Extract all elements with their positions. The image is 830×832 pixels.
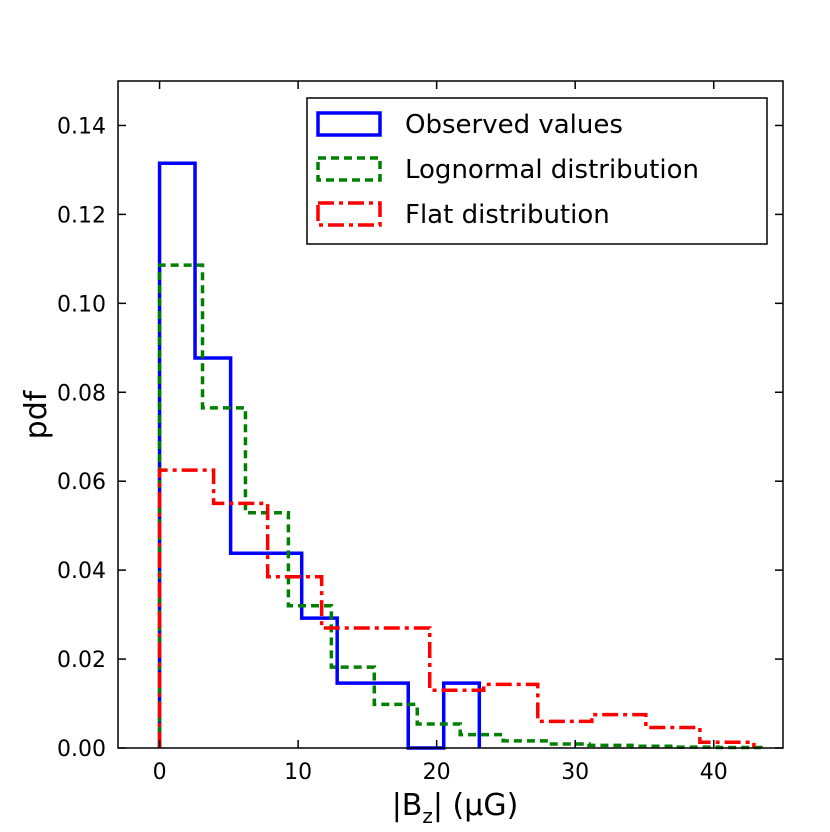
histogram-bin <box>503 741 546 748</box>
plot-frame <box>117 80 784 749</box>
histogram-bin <box>592 715 646 748</box>
legend-swatch <box>316 201 382 227</box>
histogram-bin <box>266 553 302 748</box>
series-outline <box>157 468 756 748</box>
legend-label: Flat distribution <box>405 200 610 230</box>
y-tick-label: 0.00 <box>57 737 106 762</box>
histogram-bin <box>430 690 484 748</box>
histogram-bin <box>195 358 231 748</box>
x-tick-label: 10 <box>284 760 312 785</box>
y-tick-label: 0.14 <box>57 114 106 139</box>
x-axis-label-suffix: | (μG) <box>433 788 518 823</box>
x-tick-label: 0 <box>153 760 167 785</box>
y-tick-label: 0.06 <box>57 470 106 495</box>
y-tick-label: 0.02 <box>57 648 106 673</box>
legend-entry: Flat distribution <box>316 200 610 230</box>
legend-box <box>306 97 768 245</box>
series-outline <box>157 263 763 750</box>
histogram-bin <box>203 408 246 748</box>
series-3 <box>157 468 756 748</box>
histogram-bin <box>231 553 266 748</box>
histogram-bin <box>337 683 372 748</box>
y-tick-label: 0.12 <box>57 203 106 228</box>
x-tick-label: 30 <box>561 760 589 785</box>
legend: Observed values Lognormal distribution Fla… <box>306 97 768 245</box>
x-tick-label: 40 <box>700 760 728 785</box>
legend-label: Lognormal distribution <box>405 155 699 185</box>
x-axis-label-subscript: z <box>422 804 433 828</box>
y-tick-label: 0.04 <box>57 559 106 584</box>
legend-entry: Lognormal distribution <box>316 155 699 185</box>
legend-label: Observed values <box>405 110 623 140</box>
histogram-bin <box>160 470 214 748</box>
legend-entry: Observed values <box>316 110 623 140</box>
x-tick-label: 20 <box>423 760 451 785</box>
histogram-bin <box>373 683 409 748</box>
histogram-bin <box>484 684 538 748</box>
y-tick-label: 0.10 <box>57 292 106 317</box>
y-axis-label: pdf <box>19 389 54 439</box>
histogram-bin <box>374 704 417 748</box>
histogram-bin <box>160 163 195 748</box>
ticks-layer: 0 10 20 30 40 0.00 0.02 0.04 0.06 0.08 0.10 0.12 0.1… <box>57 81 783 785</box>
histogram-bin <box>460 735 503 748</box>
series-layer <box>157 161 763 750</box>
histogram-bin <box>214 503 268 748</box>
legend-swatch <box>316 156 382 182</box>
histogram-bin <box>268 577 322 748</box>
histogram-bin <box>376 628 430 748</box>
legend-swatch <box>316 111 382 137</box>
histogram-bin <box>417 724 460 748</box>
series-2 <box>157 263 763 750</box>
x-axis-label: |Bz| (μG) <box>392 788 519 828</box>
histogram-bin <box>444 683 480 748</box>
series-outline <box>157 161 482 750</box>
legend-entries: Observed values Lognormal distribution Fla… <box>316 110 699 230</box>
histogram-bin <box>322 628 376 748</box>
x-axis-label-prefix: |B <box>392 788 423 823</box>
y-tick-label: 0.08 <box>57 381 106 406</box>
series-1 <box>157 161 482 750</box>
